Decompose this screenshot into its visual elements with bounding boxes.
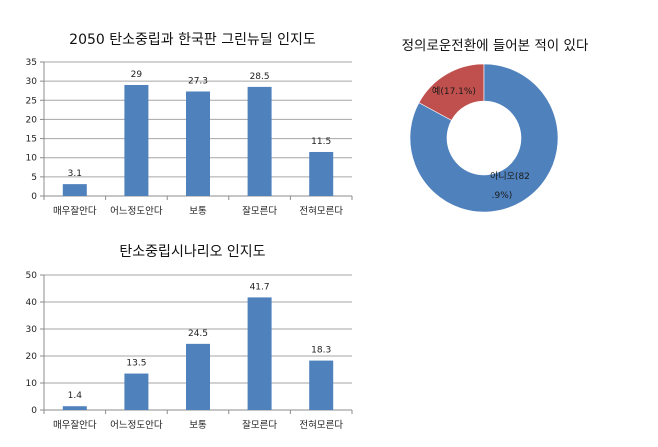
x-category-label: 전혀모른다 [299, 420, 343, 431]
chart-title: 탄소중립시나리오 인지도 [119, 244, 266, 260]
y-tick-label: 5 [31, 173, 37, 183]
bar [62, 184, 87, 196]
x-category-label: 잘모른다 [242, 419, 277, 431]
bar [309, 360, 334, 410]
data-label: 11.5 [311, 137, 331, 147]
slice-label-no: 아니오(82 [490, 171, 530, 182]
x-category-label: 어느정도안다 [110, 420, 163, 431]
y-tick-label: 30 [26, 325, 38, 335]
y-tick-label: 20 [26, 115, 38, 125]
slice-label-no-cont: .9%) [492, 191, 513, 201]
y-tick-label: 0 [31, 406, 37, 416]
y-tick-label: 25 [26, 96, 37, 106]
bar [124, 373, 149, 410]
slice-no [409, 63, 559, 213]
chart-just-transition-heard: 정의로운전환에 들어본 적이 있다 예(17.1%) 아니오(82 .9%) [380, 0, 658, 225]
y-tick-label: 20 [26, 352, 38, 362]
x-category-label: 보통 [189, 206, 207, 217]
slice-label-yes: 예(17.1%) [432, 86, 476, 97]
x-category-label: 매우잘안다 [53, 205, 97, 217]
bar-plot: 0 5 10 15 20 25 30 35 3.1 매우잘안다 29 어느정도안다 27.3 보통 28.5… [26, 58, 353, 217]
chart-title: 2050 탄소중립과 한국판 그린뉴딜 인지도 [69, 32, 316, 48]
bar [186, 91, 210, 196]
y-tick-label: 35 [26, 58, 37, 68]
data-label: 13.5 [126, 359, 146, 369]
bar [309, 151, 334, 196]
y-tick-label: 40 [26, 298, 38, 308]
y-tick-label: 15 [26, 135, 37, 145]
data-label: 29 [131, 70, 143, 80]
y-tick-label: 10 [26, 154, 38, 164]
bar [124, 84, 149, 196]
bar-plot: 0 10 20 30 40 50 1.4 매우잘안다 13.5 어느정도안다 24.5 보통 41.7 잘… [26, 271, 353, 431]
donut-plot: 예(17.1%) 아니오(82 .9%) [409, 63, 559, 213]
y-tick-label: 50 [26, 271, 38, 281]
bar [186, 343, 210, 410]
y-tick-label: 0 [31, 192, 37, 202]
x-category-label: 보통 [189, 420, 207, 431]
data-label: 1.4 [68, 391, 83, 401]
x-category-label: 잘모른다 [242, 205, 277, 217]
bar [247, 297, 272, 410]
chart-carbon-neutral-scenario-awareness: 탄소중립시나리오 인지도 0 10 20 30 40 50 1.4 매우잘안다 13.5 어느정도… [0, 225, 360, 447]
data-label: 24.5 [188, 329, 208, 339]
data-label: 28.5 [250, 72, 270, 82]
x-category-label: 매우잘안다 [53, 419, 97, 431]
x-category-label: 어느정도안다 [110, 206, 163, 217]
x-category-label: 전혀모른다 [299, 206, 343, 217]
y-tick-label: 10 [26, 379, 38, 389]
data-label: 18.3 [311, 346, 331, 356]
bar [62, 406, 87, 410]
data-label: 3.1 [68, 169, 82, 179]
bar [247, 86, 272, 196]
chart-green-new-deal-awareness: 2050 탄소중립과 한국판 그린뉴딜 인지도 0 5 10 15 20 25 30 35 3.… [0, 0, 360, 225]
data-label: 41.7 [250, 282, 270, 292]
y-tick-label: 30 [26, 77, 38, 87]
data-label: 27.3 [188, 76, 208, 86]
chart-title: 정의로운전환에 들어본 적이 있다 [401, 38, 589, 54]
